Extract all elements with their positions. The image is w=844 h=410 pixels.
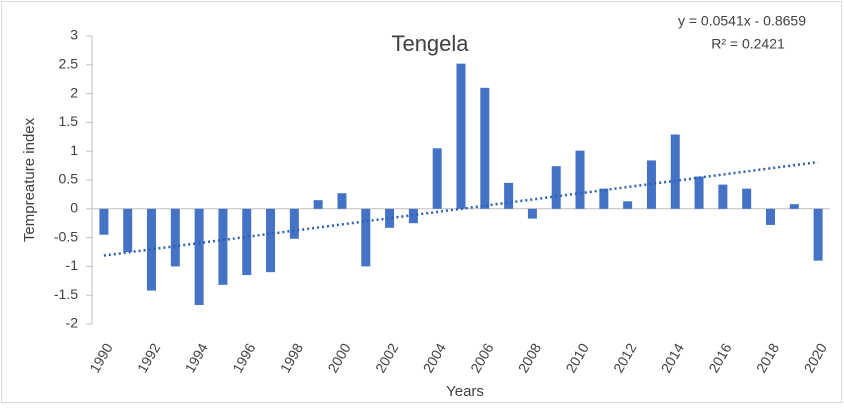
y-tick-label: 0.5 [59,171,79,187]
bar [385,208,395,228]
bar [218,208,228,285]
bar [242,208,252,276]
bar [789,204,799,209]
bar [408,208,418,224]
bar [575,150,585,209]
bar [480,87,490,209]
y-tick-label: -1.5 [54,286,78,302]
y-tick-label: -1 [66,257,79,273]
bar [718,184,728,209]
bar [694,176,704,209]
y-tick-label: 1 [70,142,78,158]
bar [623,201,633,209]
bar [266,208,276,273]
bar [670,134,680,209]
bar [456,63,466,209]
bar [313,200,323,209]
bar [123,208,133,252]
bar [765,208,775,225]
bar [599,188,609,209]
bar [742,188,752,209]
bar [147,208,157,291]
x-axis-label: Years [446,383,484,400]
chart-border [1,1,842,403]
bar [527,208,537,219]
y-tick-label: 2 [70,84,78,100]
y-tick-label: 1.5 [59,113,79,129]
chart-title: Tengela [391,31,469,56]
y-tick-label: 3 [70,27,78,43]
bar [813,208,823,261]
bar [289,208,299,239]
trendline-r-squared: R² = 0.2421 [711,36,785,52]
bar [646,160,656,209]
y-tick-label: -2 [66,315,79,331]
y-tick-label: 0 [70,200,78,216]
y-tick-label: 2.5 [59,56,79,72]
bar [551,166,561,209]
trendline [103,160,819,257]
bar [361,208,371,267]
bar [504,182,514,209]
bar [99,208,109,235]
y-tick-label: -0.5 [54,228,78,244]
bar [194,208,204,305]
bar [432,148,442,209]
bar [337,193,347,209]
bar [170,208,180,267]
trendline-equation: y = 0.0541x - 0.8659 [678,13,806,29]
y-axis-label: Tempreature index [21,117,38,242]
